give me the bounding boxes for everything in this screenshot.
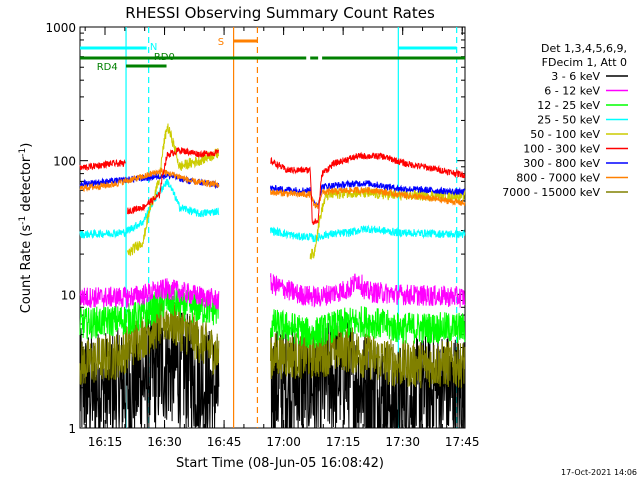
x-tick-label: 16:45: [207, 435, 242, 449]
chart-title: RHESSI Observing Summary Count Rates: [125, 4, 435, 22]
legend-header-line-2: FDecim 1, Att 0: [542, 56, 627, 69]
footer-date: 17-Oct-2021 14:06: [561, 468, 637, 477]
legend-entry-label: 12 - 25 keV: [537, 99, 600, 112]
series-line: [270, 306, 466, 349]
x-tick-label: 16:15: [88, 435, 123, 449]
x-tick-label: 17:45: [445, 435, 480, 449]
flag-label-rd0: RD0: [154, 52, 175, 63]
legend: Det 1,3,4,5,6,9, FDecim 1, Att 0 3 - 6 k…: [502, 42, 628, 199]
series-line: [270, 151, 466, 225]
series-line: [270, 179, 466, 208]
flag-label-rd4: RD4: [97, 62, 118, 73]
legend-entry-label: 3 - 6 keV: [551, 70, 600, 83]
x-tick-label: 17:30: [385, 435, 420, 449]
series-line: [79, 278, 220, 310]
y-tick-label: 10: [61, 288, 76, 302]
y-tick-label: 100: [53, 155, 76, 169]
y-axis-label: Count Rate (s-1 detector-1): [18, 143, 34, 314]
flag-label-n: N: [150, 42, 157, 53]
legend-entry-label: 100 - 300 keV: [523, 143, 600, 156]
y-tick-label: 1: [68, 422, 76, 436]
series-lines: [79, 123, 466, 429]
series-line: [127, 123, 220, 257]
series-line: [270, 273, 466, 308]
x-tick-label: 17:00: [266, 435, 301, 449]
series-line: [270, 224, 466, 244]
series-line: [79, 298, 220, 385]
legend-entry-label: 7000 - 15000 keV: [502, 186, 600, 199]
legend-entry-label: 300 - 800 keV: [523, 157, 600, 170]
series-line: [79, 167, 220, 193]
plot-frame: [79, 26, 466, 429]
legend-entry-label: 6 - 12 keV: [544, 85, 600, 98]
legend-entry-label: 800 - 7000 keV: [516, 172, 600, 185]
series-line: [270, 186, 466, 209]
x-tick-label: 16:30: [147, 435, 182, 449]
legend-entry-label: 25 - 50 keV: [537, 114, 600, 127]
legend-header-line-1: Det 1,3,4,5,6,9,: [541, 42, 627, 55]
series-line: [79, 158, 126, 172]
series-line: [127, 147, 220, 215]
x-tick-label: 17:15: [326, 435, 361, 449]
series-line: [79, 285, 220, 340]
legend-entry-label: 50 - 100 keV: [530, 128, 600, 141]
y-tick-label: 1000: [45, 21, 76, 35]
x-axis-label: Start Time (08-Jun-05 16:08:42): [176, 456, 384, 471]
flag-label-s: S: [218, 37, 224, 48]
flag-bars: N S RD0 RD4: [80, 37, 465, 73]
